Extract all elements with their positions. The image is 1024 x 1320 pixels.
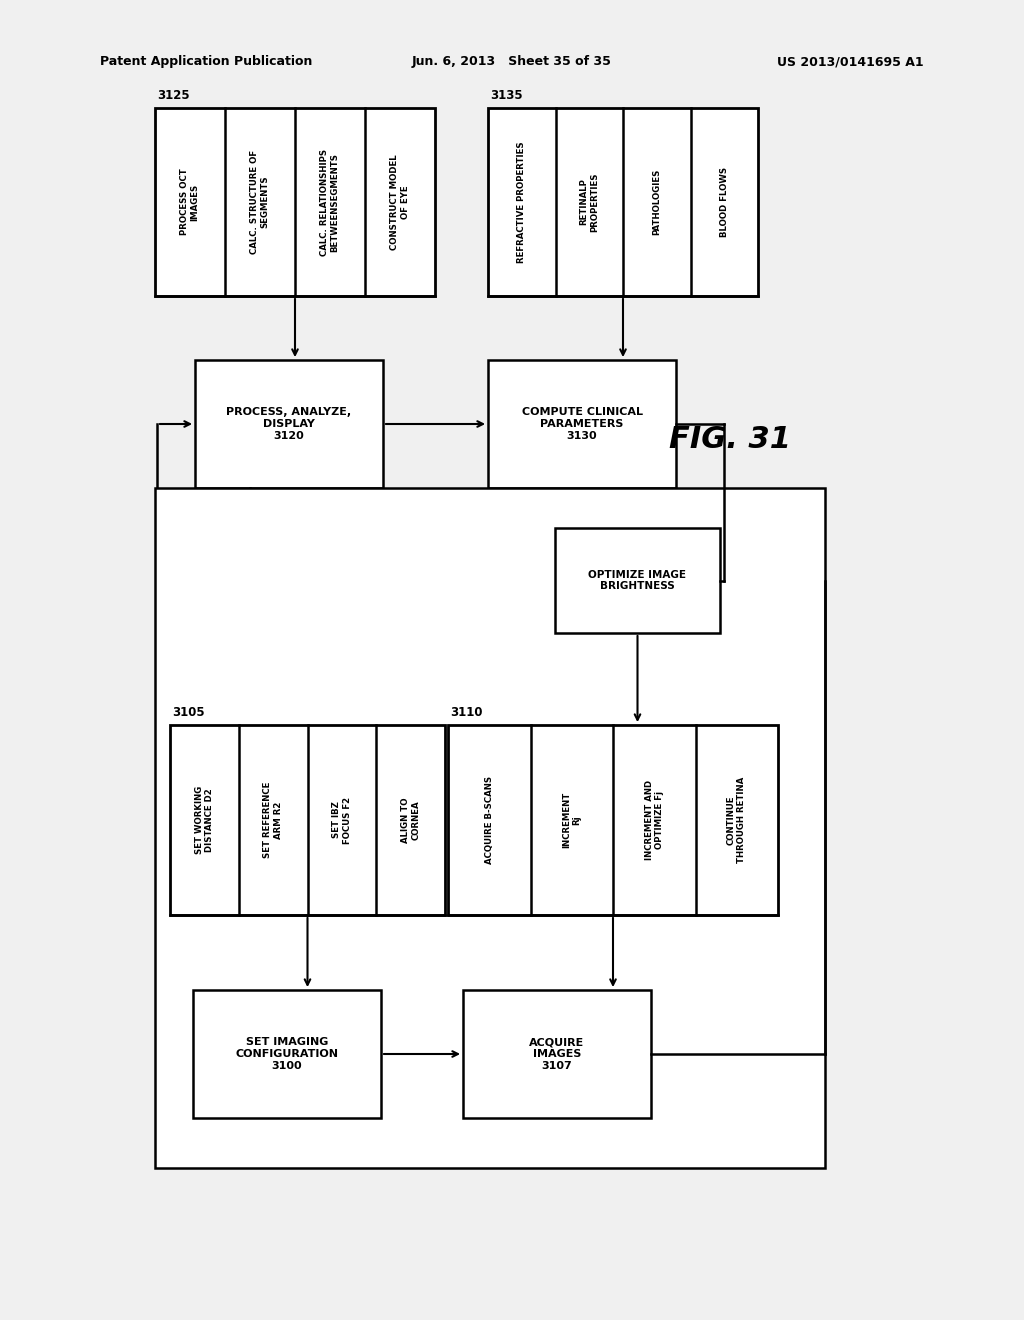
Text: CALC. STRUCTURE OF
SEGMENTS: CALC. STRUCTURE OF SEGMENTS bbox=[250, 150, 269, 253]
Text: PATHOLOGIES: PATHOLOGIES bbox=[652, 169, 662, 235]
Text: RETINALP
PROPERTIES: RETINALP PROPERTIES bbox=[580, 172, 599, 232]
Bar bbox=[488, 360, 676, 488]
Text: COMPUTE CLINICAL
PARAMETERS
3130: COMPUTE CLINICAL PARAMETERS 3130 bbox=[521, 408, 642, 441]
Text: US 2013/0141695 A1: US 2013/0141695 A1 bbox=[777, 55, 924, 69]
Bar bbox=[195, 360, 383, 488]
Text: CONSTRUCT MODEL
OF EYE: CONSTRUCT MODEL OF EYE bbox=[390, 154, 410, 249]
Bar bbox=[193, 990, 381, 1118]
Text: ACQUIRE
IMAGES
3107: ACQUIRE IMAGES 3107 bbox=[529, 1038, 585, 1071]
Bar bbox=[463, 990, 651, 1118]
Text: SET IBZ
FOCUS F2: SET IBZ FOCUS F2 bbox=[332, 796, 351, 843]
Text: 3105: 3105 bbox=[172, 706, 205, 719]
Text: SET IMAGING
CONFIGURATION
3100: SET IMAGING CONFIGURATION 3100 bbox=[236, 1038, 339, 1071]
Text: REFRACTIVE PROPERTIES: REFRACTIVE PROPERTIES bbox=[517, 141, 526, 263]
Text: SET REFERENCE
ARM R2: SET REFERENCE ARM R2 bbox=[263, 781, 283, 858]
Text: CALC. RELATIONSHIPS
BETWEENSEGMENTS: CALC. RELATIONSHIPS BETWEENSEGMENTS bbox=[321, 148, 340, 256]
Bar bbox=[155, 108, 435, 296]
Bar bbox=[155, 488, 825, 1168]
Text: PROCESS OCT
IMAGES: PROCESS OCT IMAGES bbox=[180, 169, 200, 235]
Bar bbox=[449, 725, 778, 915]
Text: PROCESS, ANALYZE,
DISPLAY
3120: PROCESS, ANALYZE, DISPLAY 3120 bbox=[226, 408, 351, 441]
Text: Jun. 6, 2013   Sheet 35 of 35: Jun. 6, 2013 Sheet 35 of 35 bbox=[412, 55, 612, 69]
Text: OPTIMIZE IMAGE
BRIGHTNESS: OPTIMIZE IMAGE BRIGHTNESS bbox=[589, 570, 686, 591]
Bar bbox=[170, 725, 445, 915]
Text: 3110: 3110 bbox=[450, 706, 482, 719]
Text: ACQUIRE B-SCANS: ACQUIRE B-SCANS bbox=[484, 776, 494, 865]
Text: CONTINUE
THROUGH RETINA: CONTINUE THROUGH RETINA bbox=[727, 777, 746, 863]
Text: ALIGN TO
CORNEA: ALIGN TO CORNEA bbox=[401, 797, 420, 842]
Bar bbox=[488, 108, 758, 296]
Bar bbox=[555, 528, 720, 634]
Text: BLOOD FLOWS: BLOOD FLOWS bbox=[720, 166, 729, 238]
Text: FIG. 31: FIG. 31 bbox=[669, 425, 791, 454]
Text: Patent Application Publication: Patent Application Publication bbox=[100, 55, 312, 69]
Text: 3125: 3125 bbox=[157, 88, 189, 102]
Text: INCREMENT AND
OPTIMIZE Fj: INCREMENT AND OPTIMIZE Fj bbox=[644, 780, 664, 861]
Text: 3135: 3135 bbox=[490, 88, 522, 102]
Text: SET WORKING
DISTANCE D2: SET WORKING DISTANCE D2 bbox=[195, 785, 214, 854]
Text: INCREMENT
Rj: INCREMENT Rj bbox=[562, 792, 582, 849]
